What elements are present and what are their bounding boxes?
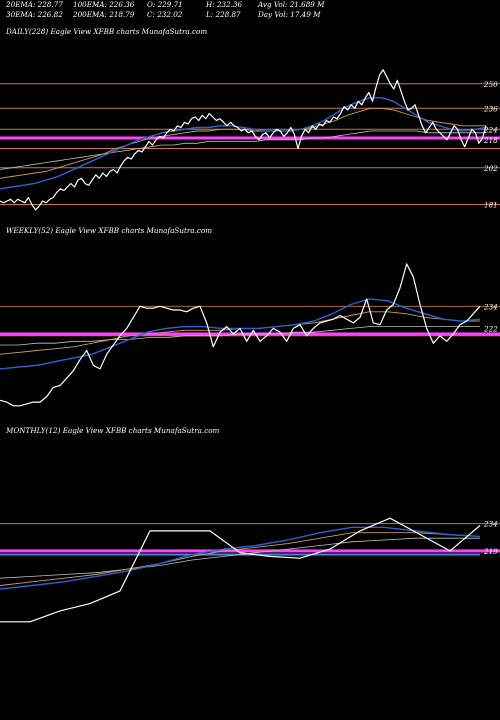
ema20-stat: 20EMA: 228.77	[5, 0, 63, 9]
monthly-price-line	[0, 517, 481, 623]
monthly-ema-slow-line	[0, 537, 480, 579]
weekly-panel: 234 222	[0, 263, 500, 407]
ema100-stat: 100EMA: 226.36	[73, 0, 135, 9]
daily-y-tick-5: 181	[484, 201, 498, 210]
monthly-highlight-level	[0, 549, 500, 553]
daily-y-tick-4: 202	[483, 164, 498, 173]
daily-ema-mid-line	[0, 107, 486, 179]
weekly-panel-title: WEEKLY(52) Eagle View XFBB charts Munafa…	[6, 226, 212, 235]
daily-price-line	[0, 69, 487, 211]
close-stat: C: 232.02	[147, 10, 183, 19]
monthly-panel: 234 219	[0, 517, 500, 623]
monthly-y-tick-1: 219	[483, 547, 498, 556]
avg-vol-stat: Avg Vol: 21.689 M	[257, 0, 325, 9]
monthly-ema-mid-line	[0, 532, 481, 586]
ema200-stat: 200EMA: 218.79	[72, 10, 135, 19]
open-stat: O: 229.71	[147, 0, 183, 9]
daily-panel-title: DAILY(228) Eagle View XFBB charts Munafa…	[5, 27, 207, 36]
daily-highlight-level	[0, 136, 500, 140]
high-stat: H: 232.36	[205, 0, 243, 9]
monthly-panel-title: MONTHLY(12) Eagle View XFBB charts Munaf…	[5, 426, 220, 435]
weekly-price-line	[0, 263, 481, 407]
daily-panel: 250 236 224 218 202 181	[0, 69, 500, 211]
weekly-y-tick-0: 234	[483, 302, 498, 311]
daily-y-tick-3: 218	[483, 136, 498, 145]
ema30-stat: 30EMA: 226.82	[6, 10, 63, 19]
daily-y-tick-1: 236	[483, 104, 498, 113]
weekly-y-tick-1: 222	[483, 324, 498, 333]
day-vol-stat: Day Vol: 17.49 M	[257, 10, 321, 19]
low-stat: L: 228.87	[205, 10, 241, 19]
daily-ema-fast-line	[0, 97, 487, 190]
weekly-ema-slow-line	[0, 326, 480, 346]
daily-y-tick-2: 224	[483, 125, 498, 134]
monthly-y-tick-0: 234	[483, 520, 498, 529]
header-stats: 20EMA: 228.77 100EMA: 226.36 O: 229.71 H…	[5, 0, 325, 19]
monthly-ema-fast-line	[0, 526, 481, 590]
daily-ema-slow-line	[0, 130, 486, 170]
daily-y-tick-0: 250	[483, 80, 498, 89]
